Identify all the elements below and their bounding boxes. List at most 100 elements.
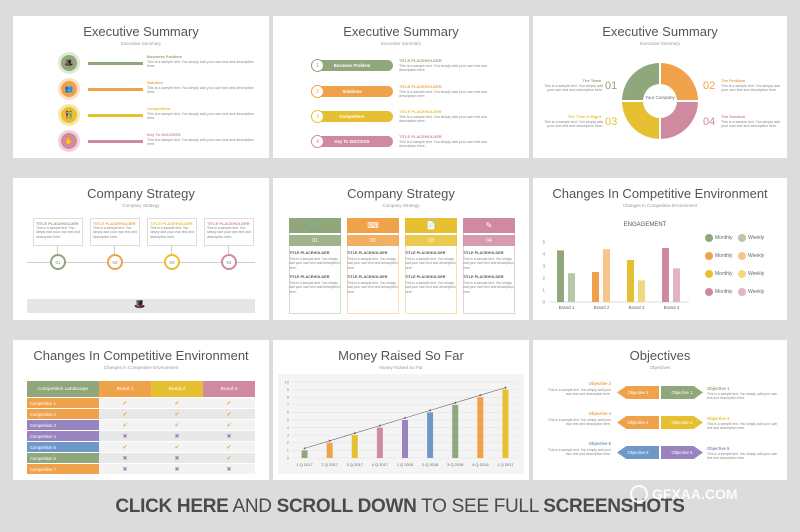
strategy-box: TITLE PLACEHOLDER This is a sample text. …	[204, 218, 254, 246]
strategy-connector	[57, 246, 58, 254]
y-tick-label: 0	[287, 455, 290, 460]
strategy-text: This is a sample text. You simply add yo…	[150, 226, 194, 239]
y-tick-label: 2	[542, 276, 545, 281]
column-num: 03	[405, 235, 457, 246]
check-icon: ✔	[203, 453, 255, 463]
engagement-bar	[673, 268, 680, 302]
table-header-cell: Brand 3	[203, 381, 255, 397]
cross-icon: ✖	[203, 464, 255, 474]
y-tick-label: 8	[287, 395, 290, 400]
column-num: 01	[289, 235, 341, 246]
slide-subtitle: Changes In Competitive Environment	[103, 365, 179, 370]
slide-subtitle: Objectives	[649, 365, 671, 370]
y-tick-label: 1	[287, 448, 290, 453]
banner-text-1[interactable]: CLICK HERE	[115, 496, 229, 517]
banner-text-2: AND	[228, 496, 277, 517]
check-icon: ✔	[99, 409, 151, 419]
column-text: This is a sample text. You simply add yo…	[405, 257, 456, 270]
hat-icon: 🎩	[58, 52, 80, 74]
legend-label: Weekly	[748, 253, 765, 259]
objective-text: This is a sample text. You simply add yo…	[707, 392, 778, 401]
timeline-line	[27, 262, 255, 263]
item-text: This is a sample text. You simply add yo…	[147, 86, 254, 95]
slide-competitive-chart[interactable]: Changes In Competitive Environment Chang…	[533, 178, 787, 320]
quadrant-label: The Problem	[721, 78, 746, 83]
quadrant-wheel	[620, 61, 700, 141]
table-row-name: Competition 1	[27, 398, 99, 408]
quadrant-text: This is a sample text. You simply add yo…	[544, 120, 603, 129]
chart-background	[278, 374, 524, 474]
slide-objectives[interactable]: Objectives Objectives This is a sample t…	[533, 340, 787, 480]
check-icon: ✔	[99, 420, 151, 430]
money-bar	[351, 435, 358, 458]
y-tick-label: 3	[542, 264, 545, 269]
trend-point	[504, 386, 507, 389]
column-num: 04	[463, 235, 515, 246]
column-heading: TITLE PLACEHOLDER	[463, 275, 504, 279]
slide-executive-summary-2[interactable]: Executive Summary Executive Summary Busi…	[273, 16, 529, 158]
legend-label: Monthly	[715, 271, 733, 277]
legend-label: Monthly	[715, 235, 733, 241]
table-row-name: Competition 7	[27, 464, 99, 474]
money-bar	[502, 389, 509, 458]
item-label: Solution	[147, 80, 163, 85]
column-heading: TITLE PLACEHOLDER	[347, 251, 388, 255]
legend-label: Weekly	[748, 271, 765, 277]
objective-text: This is a sample text. You simply add yo…	[547, 448, 611, 457]
strategy-text: This is a sample text. You simply add yo…	[36, 226, 80, 239]
y-tick-label: 1	[542, 288, 545, 293]
slide-executive-summary-3[interactable]: Executive Summary Executive Summary Your…	[533, 16, 787, 158]
legend-swatch	[705, 288, 713, 296]
money-raised-chart: 0 1 2 3 4 5 6 7 8 9 10 1 Q 2017 2 Q 2017 3 Q 2017 4 Q …	[278, 374, 524, 474]
y-tick-label: 4	[542, 252, 545, 257]
check-icon: ✔	[99, 442, 151, 452]
money-bar	[376, 427, 383, 458]
right-arrow: Objective 3	[661, 416, 703, 429]
y-tick-label: 5	[542, 240, 545, 245]
quadrant-num: 02	[703, 80, 716, 92]
slide-company-strategy-2[interactable]: Company Strategy Company Strategy 🛒 01 TIT…	[273, 178, 529, 320]
column-text: This is a sample text. You simply add yo…	[405, 281, 456, 294]
objective-label: Objective 5	[707, 446, 730, 451]
column-text: This is a sample text. You simply add yo…	[289, 281, 340, 294]
cta-banner[interactable]: CLICK HERE AND SCROLL DOWN TO SEE FULL S…	[0, 490, 800, 524]
left-arrow: Objective 2	[617, 386, 659, 399]
table-header-cell: Brand 1	[99, 381, 151, 397]
money-bar	[477, 397, 484, 458]
slide-subtitle: Executive Summary	[380, 41, 421, 46]
slide-competitive-table[interactable]: Changes In Competitive Environment Chang…	[13, 340, 269, 480]
quadrant-label: The Time is Right	[567, 114, 601, 119]
slide-money-raised[interactable]: Money Raised So Far Money Raised So Far …	[273, 340, 529, 480]
banner-text-3: SCROLL DOWN	[276, 496, 417, 517]
strategy-heading: TITLE PLACEHOLDER	[150, 221, 193, 226]
item-bar	[88, 114, 143, 117]
item-heading: TITLE PLACEHOLDER	[399, 134, 442, 139]
check-icon: ✔	[203, 398, 255, 408]
pill-4: Key To SUCCESS	[311, 136, 393, 147]
column-heading: TITLE PLACEHOLDER	[463, 251, 504, 255]
slide-executive-summary-1[interactable]: Executive Summary Executive Summary 🎩 Bu…	[13, 16, 269, 158]
item-text: This is a sample text. You simply add yo…	[147, 60, 254, 69]
cross-icon: ✖	[203, 431, 255, 441]
column-heading: TITLE PLACEHOLDER	[289, 275, 330, 279]
objective-text: This is a sample text. You simply add yo…	[707, 452, 778, 461]
num-badge: 1	[311, 59, 324, 72]
item-text: This is a sample text. You simply add yo…	[147, 138, 254, 147]
slide-subtitle: Executive Summary	[120, 41, 161, 46]
column-num: 02	[347, 235, 399, 246]
cross-icon: ✖	[151, 464, 203, 474]
slide-company-strategy-1[interactable]: Company Strategy Company Strategy 🎩 TITL…	[13, 178, 269, 320]
item-bar	[88, 140, 143, 143]
quadrant-label: The Solution	[721, 114, 746, 119]
item-heading: TITLE PLACEHOLDER	[399, 109, 442, 114]
legend-label: Weekly	[748, 289, 765, 295]
banner-text-4: TO SEE FULL	[416, 496, 544, 517]
money-bar	[452, 404, 459, 458]
y-tick-label: 10	[285, 379, 290, 384]
engagement-bar	[557, 250, 564, 302]
strategy-heading: TITLE PLACEHOLDER	[36, 221, 79, 226]
x-tick-label: Brand 2	[594, 305, 610, 310]
quadrant-num: 01	[605, 80, 618, 92]
check-icon: ✔	[203, 442, 255, 452]
legend-label: Weekly	[748, 235, 765, 241]
